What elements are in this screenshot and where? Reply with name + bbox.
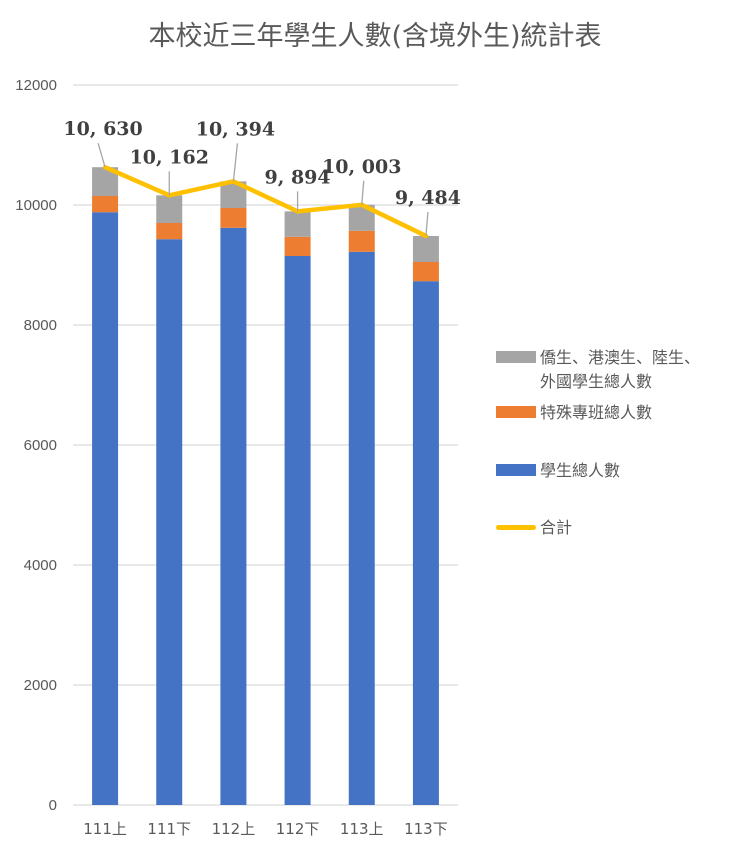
bar-segment: [284, 236, 311, 256]
x-axis-ticks: 111上 111下 112上 112下 113上 113下: [83, 820, 447, 838]
legend-label-total: 合計: [540, 518, 573, 537]
bar-segment: [220, 208, 247, 228]
bar-segment: [92, 212, 119, 805]
y-tick-label: 12000: [15, 77, 57, 94]
chart-title: 本校近三年學生人數(含境外生)統計表: [148, 21, 602, 52]
bar-segment: [348, 251, 375, 806]
y-axis-ticks: 0 2000 4000 6000 8000 10000 12000: [15, 77, 57, 814]
bar-segment: [220, 227, 247, 806]
data-label: 10, 394: [196, 118, 275, 140]
legend-swatch-overseas: [496, 351, 536, 363]
y-tick-label: 10000: [15, 197, 57, 214]
y-tick-label: 0: [49, 797, 57, 814]
legend-label-special-class: 特殊專班總人數: [540, 403, 653, 422]
legend-swatch-total: [496, 525, 536, 530]
x-tick-label: 112下: [276, 820, 320, 838]
legend-label-overseas: 僑生、港澳生、陸生、 外國學生總人數: [540, 348, 701, 391]
bar-segment: [348, 230, 375, 252]
data-label: 10, 630: [63, 118, 142, 140]
data-label-leaders: [97, 143, 429, 237]
x-tick-label: 112上: [212, 820, 256, 838]
data-label: 9, 484: [395, 187, 461, 209]
leader-line: [232, 143, 239, 182]
bar-segment: [284, 211, 311, 237]
y-tick-label: 6000: [24, 437, 57, 454]
legend-item-students[interactable]: 學生總人數: [496, 459, 740, 483]
bar-segment: [412, 235, 439, 262]
legend-swatch-special-class: [496, 406, 536, 418]
x-tick-label: 111上: [83, 820, 127, 838]
bar-segment: [156, 239, 183, 805]
legend-item-total[interactable]: 合計: [496, 516, 740, 540]
bar-segment: [156, 223, 183, 240]
bar-segment: [412, 262, 439, 282]
legend-item-overseas[interactable]: 僑生、港澳生、陸生、 外國學生總人數: [496, 346, 740, 394]
x-tick-label: 113下: [404, 820, 448, 838]
leader-line: [97, 143, 106, 168]
y-tick-label: 2000: [24, 677, 57, 694]
bar-segment: [412, 281, 439, 805]
y-tick-label: 8000: [24, 317, 57, 334]
legend-label-students: 學生總人數: [540, 461, 621, 480]
total-line-path: [102, 164, 429, 239]
leader-line: [361, 180, 365, 205]
legend-item-special-class[interactable]: 特殊專班總人數: [496, 401, 740, 425]
data-label: 10, 003: [322, 156, 401, 178]
y-tick-label: 4000: [24, 557, 57, 574]
bar-segment: [92, 196, 119, 213]
x-tick-label: 113上: [340, 820, 384, 838]
data-label: 9, 894: [265, 166, 331, 188]
bars: [92, 167, 439, 806]
total-line: [102, 164, 429, 239]
data-label: 10, 162: [130, 146, 209, 168]
gridlines: [73, 84, 458, 806]
x-tick-label: 111下: [147, 820, 191, 838]
leader-line: [425, 211, 429, 237]
bar-segment: [284, 256, 311, 805]
legend-swatch-students: [496, 464, 536, 476]
bar-segment: [156, 195, 183, 223]
